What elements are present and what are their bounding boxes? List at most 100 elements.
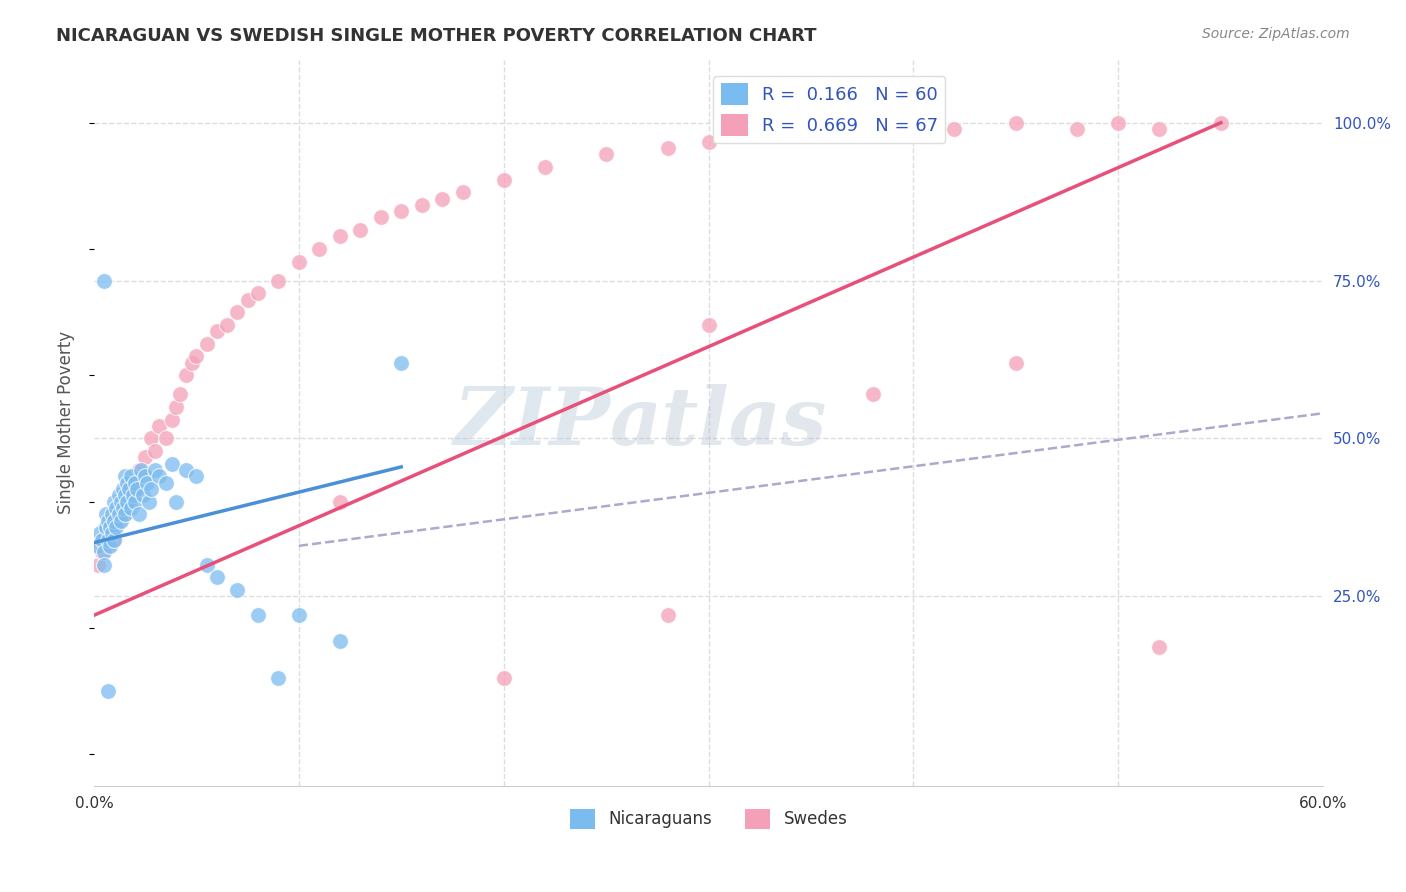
Point	[288, 608, 311, 623]
Point	[103, 494, 125, 508]
Point	[96, 508, 118, 522]
Point	[174, 368, 197, 383]
Point	[329, 229, 352, 244]
Point	[595, 147, 617, 161]
Point	[169, 387, 191, 401]
Point	[697, 318, 720, 332]
Point	[165, 494, 187, 508]
Point	[97, 684, 120, 698]
Point	[128, 508, 150, 522]
Point	[657, 141, 679, 155]
Point	[124, 482, 146, 496]
Point	[111, 488, 134, 502]
Point	[124, 494, 146, 508]
Point	[107, 508, 129, 522]
Text: NICARAGUAN VS SWEDISH SINGLE MOTHER POVERTY CORRELATION CHART: NICARAGUAN VS SWEDISH SINGLE MOTHER POVE…	[56, 27, 817, 45]
Legend: Nicaraguans, Swedes: Nicaraguans, Swedes	[564, 802, 853, 836]
Point	[145, 444, 167, 458]
Point	[87, 539, 110, 553]
Point	[103, 533, 125, 547]
Point	[87, 558, 110, 572]
Point	[101, 526, 124, 541]
Point	[134, 469, 156, 483]
Point	[862, 387, 884, 401]
Point	[1005, 116, 1028, 130]
Point	[533, 160, 555, 174]
Point	[329, 633, 352, 648]
Point	[246, 608, 269, 623]
Point	[129, 463, 152, 477]
Point	[98, 539, 121, 553]
Point	[389, 204, 412, 219]
Point	[138, 494, 160, 508]
Point	[155, 475, 177, 490]
Point	[308, 242, 330, 256]
Point	[91, 545, 114, 559]
Point	[1209, 116, 1232, 130]
Point	[349, 223, 371, 237]
Point	[96, 520, 118, 534]
Point	[97, 514, 120, 528]
Point	[98, 526, 121, 541]
Point	[105, 500, 128, 515]
Point	[145, 463, 167, 477]
Point	[267, 672, 290, 686]
Point	[103, 533, 125, 547]
Point	[1066, 122, 1088, 136]
Point	[118, 482, 141, 496]
Point	[236, 293, 259, 307]
Point	[451, 185, 474, 199]
Point	[107, 514, 129, 528]
Point	[165, 400, 187, 414]
Point	[411, 198, 433, 212]
Point	[195, 336, 218, 351]
Point	[697, 135, 720, 149]
Point	[1107, 116, 1129, 130]
Point	[136, 475, 159, 490]
Point	[115, 494, 138, 508]
Point	[943, 122, 966, 136]
Point	[91, 533, 114, 547]
Point	[370, 211, 392, 225]
Point	[174, 463, 197, 477]
Point	[114, 469, 136, 483]
Point	[862, 116, 884, 130]
Point	[195, 558, 218, 572]
Point	[120, 500, 142, 515]
Point	[389, 356, 412, 370]
Point	[121, 488, 143, 502]
Point	[111, 500, 134, 515]
Point	[111, 482, 134, 496]
Point	[96, 520, 118, 534]
Point	[107, 488, 129, 502]
Point	[128, 463, 150, 477]
Point	[110, 494, 132, 508]
Point	[97, 539, 120, 553]
Point	[93, 558, 115, 572]
Point	[114, 508, 136, 522]
Text: atlas: atlas	[610, 384, 828, 461]
Point	[738, 128, 761, 143]
Point	[97, 533, 120, 547]
Point	[141, 432, 163, 446]
Point	[1149, 640, 1171, 654]
Point	[186, 350, 208, 364]
Point	[101, 508, 124, 522]
Point	[903, 116, 925, 130]
Point	[160, 457, 183, 471]
Point	[120, 475, 142, 490]
Point	[800, 122, 823, 136]
Point	[93, 545, 115, 559]
Point	[120, 469, 142, 483]
Point	[93, 274, 115, 288]
Point	[93, 533, 115, 547]
Point	[103, 520, 125, 534]
Point	[186, 469, 208, 483]
Point	[432, 192, 454, 206]
Point	[114, 488, 136, 502]
Point	[155, 432, 177, 446]
Point	[181, 356, 204, 370]
Point	[246, 286, 269, 301]
Point	[115, 494, 138, 508]
Point	[141, 482, 163, 496]
